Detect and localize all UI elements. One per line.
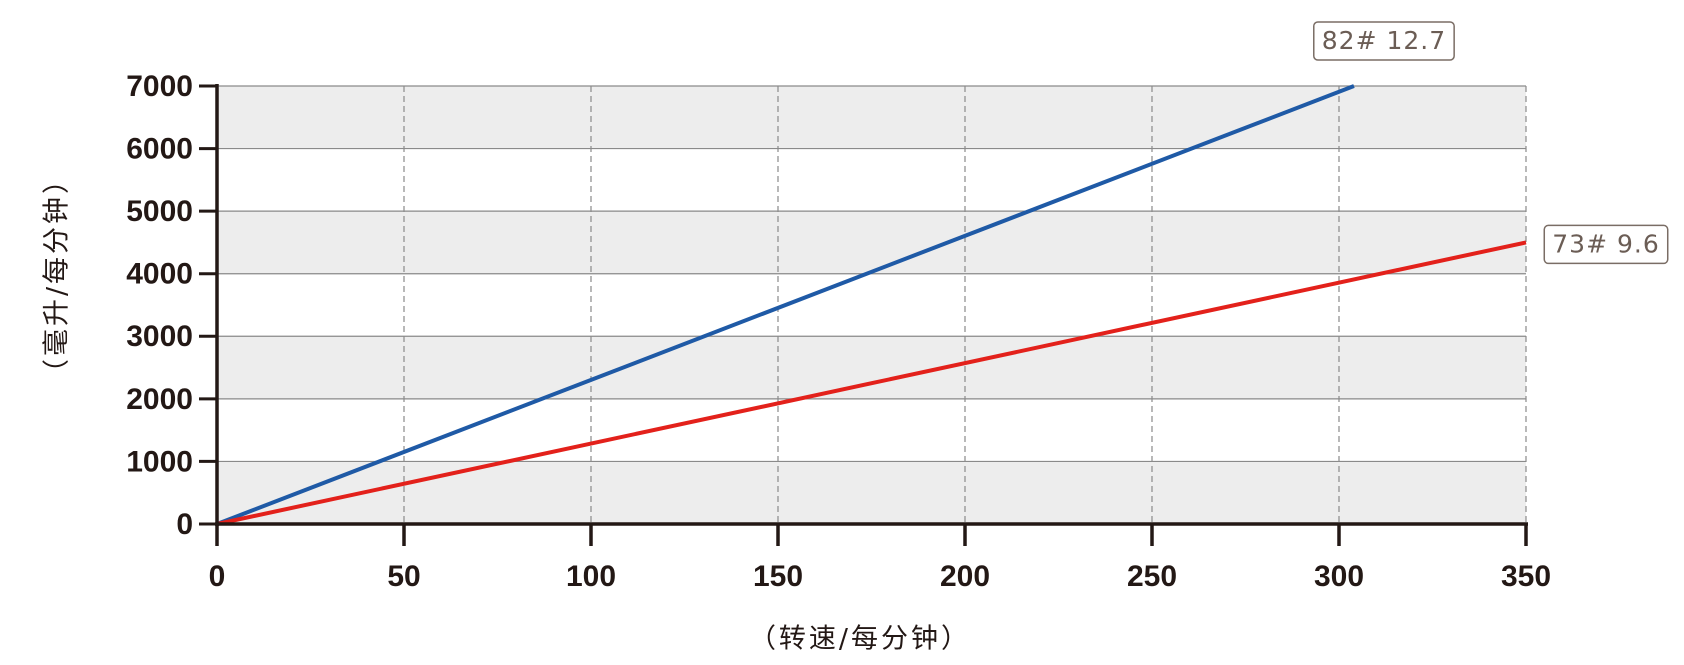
y-tick-label: 1000	[126, 445, 193, 478]
x-tick-label: 150	[753, 560, 803, 593]
y-tick-label: 5000	[126, 195, 193, 228]
grid	[216, 85, 1527, 525]
series-label-box	[1313, 21, 1455, 61]
y-axis-label: （毫升/每分钟）	[42, 164, 73, 386]
y-tick-label: 6000	[126, 132, 193, 165]
plot-band	[217, 211, 1526, 274]
series-label: 82# 12.7	[1313, 21, 1455, 61]
plot-bands	[217, 86, 1526, 524]
x-tick-label: 300	[1314, 560, 1364, 593]
x-tick-label: 250	[1127, 560, 1177, 593]
x-tick-label: 200	[940, 560, 990, 593]
series-line	[216, 240, 1527, 526]
y-tick-label: 0	[176, 508, 193, 541]
plot-band	[217, 461, 1526, 524]
x-tick-label: 0	[209, 560, 226, 593]
y-tick-label: 7000	[126, 70, 193, 103]
series-line	[216, 84, 1355, 526]
y-tick-label: 3000	[126, 320, 193, 353]
x-tick-label: 100	[566, 560, 616, 593]
series-label-text: 73# 9.6	[1552, 229, 1659, 258]
axes	[199, 84, 1528, 546]
plot-band	[217, 336, 1526, 399]
y-tick-label: 4000	[126, 258, 193, 291]
y-tick-label: 2000	[126, 383, 193, 416]
x-tick-label: 350	[1501, 560, 1551, 593]
lines	[216, 84, 1527, 526]
series-label-box	[1543, 224, 1669, 265]
x-tick-label: 50	[387, 560, 420, 593]
series-label: 73# 9.6	[1543, 224, 1669, 265]
x-axis-label: （转速/每分钟）	[749, 624, 971, 655]
series-label-text: 82# 12.7	[1322, 26, 1446, 55]
plot-band	[217, 86, 1526, 149]
